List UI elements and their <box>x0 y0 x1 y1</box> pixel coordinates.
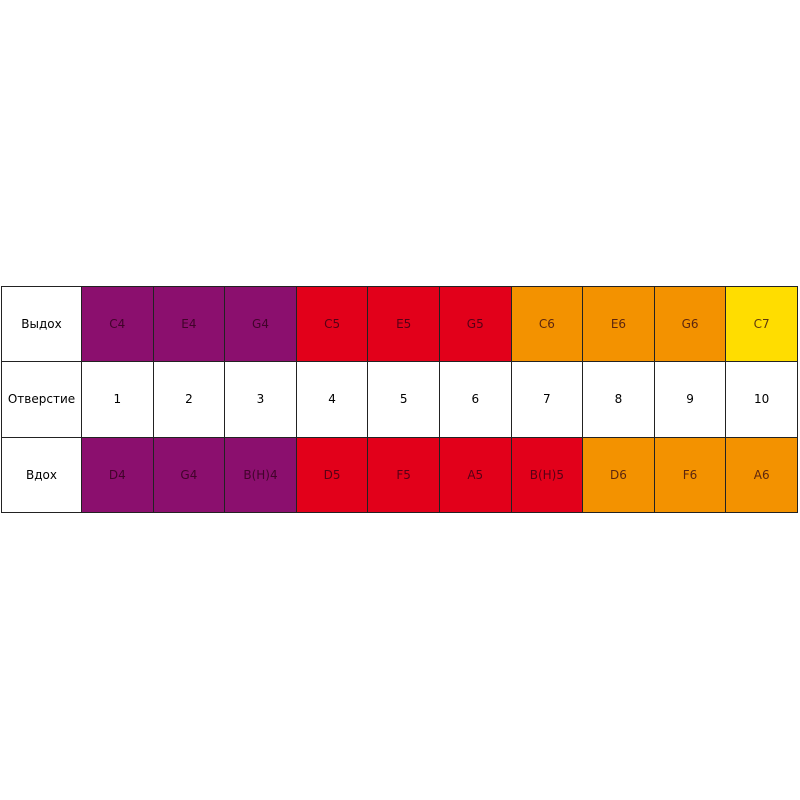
hole-number-cell: 5 <box>367 361 440 438</box>
note-cell: E5 <box>367 285 440 363</box>
note-cell: D6 <box>582 436 655 514</box>
row-hole: Отверстие 1 2 3 4 5 6 7 8 9 10 <box>1 361 798 438</box>
note-cell: G4 <box>224 285 297 363</box>
note-cell: B(H)4 <box>224 436 297 514</box>
note-cell: B(H)5 <box>510 436 584 514</box>
note-cell: F6 <box>653 436 727 514</box>
note-cell: C6 <box>510 285 584 363</box>
note-cell: G4 <box>152 436 226 514</box>
row-blow: Выдох C4 E4 G4 C5 E5 G5 C6 E6 G6 C7 <box>1 285 798 363</box>
note-cell: C4 <box>81 285 154 363</box>
hole-number-cell: 7 <box>510 361 584 438</box>
note-cell: A6 <box>725 436 798 514</box>
hole-number-cell: 3 <box>224 361 297 438</box>
row-label: Выдох <box>1 285 82 363</box>
note-cell: E4 <box>152 285 226 363</box>
row-label: Отверстие <box>1 361 82 438</box>
note-cell: A5 <box>438 436 512 514</box>
note-cell: G5 <box>438 285 512 363</box>
note-cell: F5 <box>367 436 440 514</box>
hole-number-cell: 6 <box>438 361 512 438</box>
note-cell: G6 <box>653 285 727 363</box>
row-draw: Вдох D4 G4 B(H)4 D5 F5 A5 B(H)5 D6 F6 A6 <box>1 436 798 514</box>
harmonica-note-table: Выдох C4 E4 G4 C5 E5 G5 C6 E6 G6 C7 Отверстие 1 2 3 4 5 6… <box>1 285 798 514</box>
note-cell: D4 <box>81 436 154 514</box>
row-label: Вдох <box>1 436 82 514</box>
note-cell: E6 <box>582 285 655 363</box>
note-cell: C7 <box>725 285 798 363</box>
hole-number-cell: 8 <box>582 361 655 438</box>
note-cell: C5 <box>295 285 369 363</box>
hole-number-cell: 1 <box>81 361 154 438</box>
hole-number-cell: 2 <box>152 361 226 438</box>
hole-number-cell: 10 <box>725 361 798 438</box>
hole-number-cell: 9 <box>653 361 727 438</box>
hole-number-cell: 4 <box>295 361 369 438</box>
note-cell: D5 <box>295 436 369 514</box>
